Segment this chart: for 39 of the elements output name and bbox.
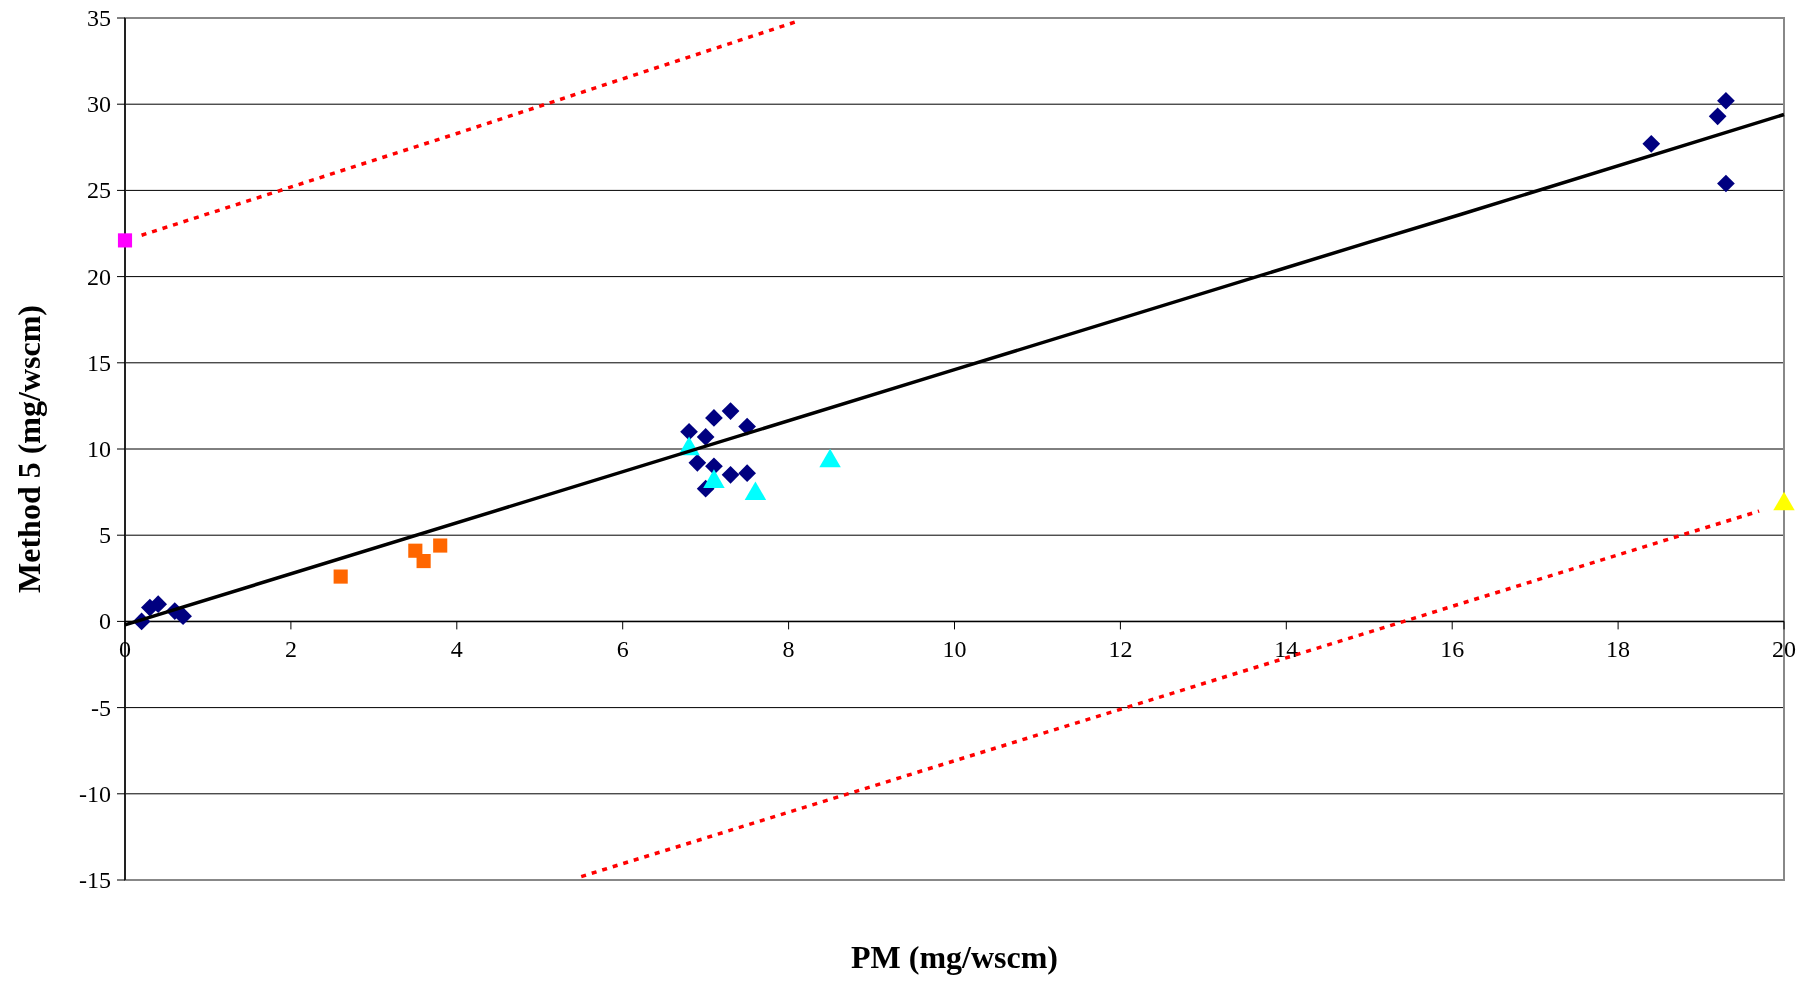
point xyxy=(696,428,715,446)
y-tick-label: -15 xyxy=(79,867,111,893)
y-tick-label: 25 xyxy=(87,177,111,204)
point xyxy=(680,422,698,441)
point xyxy=(721,402,740,420)
point xyxy=(333,569,348,584)
x-tick-label: 10 xyxy=(942,636,967,663)
point xyxy=(738,464,756,482)
x-tick-label: 6 xyxy=(616,636,629,663)
point xyxy=(433,538,448,553)
point xyxy=(721,466,740,484)
point xyxy=(1708,107,1727,126)
x-tick-label: 20 xyxy=(1772,636,1796,663)
x-tick-label: 2 xyxy=(284,636,297,663)
point xyxy=(117,233,133,248)
point xyxy=(174,607,192,626)
x-axis-title: PM (mg/wscm) xyxy=(850,939,1059,975)
x-tick-label: 18 xyxy=(1606,636,1631,663)
point xyxy=(705,409,723,427)
y-tick-label: 15 xyxy=(87,349,111,376)
y-tick-label: -10 xyxy=(79,780,111,807)
point xyxy=(416,553,431,569)
y-axis-title: Method 5 (mg/wscm) xyxy=(11,305,47,593)
y-tick-label: 10 xyxy=(87,436,111,462)
y-tick-label: 30 xyxy=(87,91,111,118)
x-tick-label: 8 xyxy=(782,636,795,663)
y-tick-label: 35 xyxy=(87,5,111,31)
point xyxy=(1717,174,1735,193)
x-tick-label: 4 xyxy=(450,636,463,663)
x-tick-label: 14 xyxy=(1274,636,1299,663)
point xyxy=(1642,135,1661,153)
point xyxy=(688,453,707,472)
point xyxy=(1717,91,1735,110)
x-tick-label: 16 xyxy=(1440,636,1465,663)
y-tick-label: 0 xyxy=(99,608,111,635)
y-tick-label: 5 xyxy=(99,522,111,549)
x-tick-label: 12 xyxy=(1108,636,1133,663)
y-tick-label: -5 xyxy=(91,694,111,721)
y-tick-label: 20 xyxy=(87,263,111,290)
